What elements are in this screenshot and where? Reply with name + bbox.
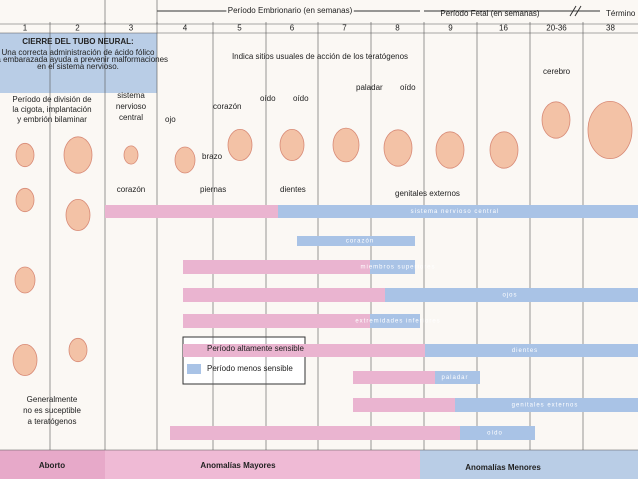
row-label: sistema nervioso central <box>411 209 500 215</box>
embryo <box>15 187 35 213</box>
bar-low <box>435 371 480 384</box>
bar-low <box>455 398 638 412</box>
neural-text: Una correcta administración de ácido fól… <box>2 48 156 57</box>
neural-title: CIERRE DEL TUBO NEURAL: <box>22 37 133 46</box>
embryo <box>383 129 413 167</box>
annotation: dientes <box>280 185 306 194</box>
bar-low <box>370 314 420 328</box>
bar-low <box>425 344 638 357</box>
col3-text: central <box>119 113 143 122</box>
row-label: genitales externos <box>512 403 579 409</box>
week-label: 1 <box>23 24 28 33</box>
week-label: 6 <box>290 24 295 33</box>
fetal-label: Período Fetal (en semanas) <box>440 9 539 18</box>
row-label: ojos <box>502 293 517 299</box>
week-label: 38 <box>606 24 615 33</box>
week-label: 7 <box>342 24 347 33</box>
embryo <box>174 146 196 174</box>
annotation: ojo <box>165 115 176 124</box>
bar-high <box>353 398 455 412</box>
annotation: oído <box>260 94 276 103</box>
embryo <box>65 198 91 231</box>
embryo <box>14 266 36 294</box>
annotation: oído <box>293 94 309 103</box>
embryonic-label: Período Embrionario (en semanas) <box>228 6 353 15</box>
row-label: oído <box>487 431 503 437</box>
embryo <box>15 142 35 168</box>
bar-high <box>353 371 435 384</box>
week-label: 4 <box>183 24 188 33</box>
col3-text: sistema <box>117 91 145 100</box>
row-label: dientes <box>512 348 538 354</box>
week-label: 9 <box>448 24 453 33</box>
legend-high: Período altamente sensible <box>207 344 305 353</box>
not-susceptible-text: no es suceptible <box>23 406 81 415</box>
embryo <box>68 337 88 363</box>
annotation: genitales externos <box>395 189 460 198</box>
embryo <box>227 128 253 161</box>
bar-high <box>170 426 460 440</box>
embryo <box>332 127 360 163</box>
embryo <box>279 128 305 161</box>
term-label: Término <box>606 9 636 18</box>
footer-major: Anomalías Mayores <box>200 461 276 470</box>
footer-abortion: Aborto <box>39 461 65 470</box>
week-label: 2 <box>75 24 80 33</box>
annotation: oído <box>400 83 416 92</box>
break-mark <box>569 5 582 17</box>
legend-low: Período menos sensible <box>207 364 293 373</box>
annotation: piernas <box>200 185 226 194</box>
division-text: la cigota, implantación <box>12 105 91 114</box>
bar-high <box>183 288 385 302</box>
bar-low <box>370 260 415 274</box>
division-text: y embrión bilaminar <box>17 115 87 124</box>
col3-heart: corazón <box>117 185 145 194</box>
embryo <box>12 343 38 376</box>
bar-low <box>278 205 638 218</box>
footer-major-bg <box>105 450 420 479</box>
week-label: 20-36 <box>546 24 567 33</box>
col3-text: nervioso <box>116 102 147 111</box>
neural-text: en el sistema nervioso. <box>37 62 119 71</box>
not-susceptible-text: Generalmente <box>27 395 78 404</box>
annotation: paladar <box>356 83 383 92</box>
footer-abortion-bg <box>0 450 105 479</box>
embryo <box>123 145 139 165</box>
week-label: 8 <box>395 24 400 33</box>
row-label: corazón <box>346 239 374 245</box>
neural-text: a la embarazada ayuda a prevenir malform… <box>0 55 168 64</box>
bar-high <box>183 344 425 357</box>
bar-high <box>183 314 370 328</box>
bar-high <box>183 260 370 274</box>
row-label: paladar <box>441 375 468 381</box>
embryo <box>435 131 465 169</box>
sites-note: Indica sitios usuales de acción de los t… <box>232 52 408 61</box>
bar-low <box>460 426 535 440</box>
row-label: miembros superiores <box>360 265 435 271</box>
annotation: corazón <box>213 102 241 111</box>
embryo <box>63 136 93 174</box>
embryo <box>489 131 519 169</box>
week-label: 3 <box>129 24 134 33</box>
bar-low <box>385 288 638 302</box>
week-label: 16 <box>499 24 508 33</box>
not-susceptible-text: a teratógenos <box>28 417 77 426</box>
division-text: Período de división de <box>12 95 92 104</box>
week-label: 5 <box>237 24 242 33</box>
embryo <box>541 101 571 139</box>
legend-low-swatch <box>187 364 201 374</box>
bar-low <box>297 236 415 246</box>
row-label: extremidades inferiores <box>355 319 440 325</box>
embryo <box>587 101 633 160</box>
neural-box <box>0 33 157 93</box>
bar-high <box>105 205 278 218</box>
annotation: brazo <box>202 152 223 161</box>
footer-minor: Anomalías Menores <box>465 463 541 472</box>
footer-minor-bg <box>420 450 638 479</box>
annotation: cerebro <box>543 67 571 76</box>
